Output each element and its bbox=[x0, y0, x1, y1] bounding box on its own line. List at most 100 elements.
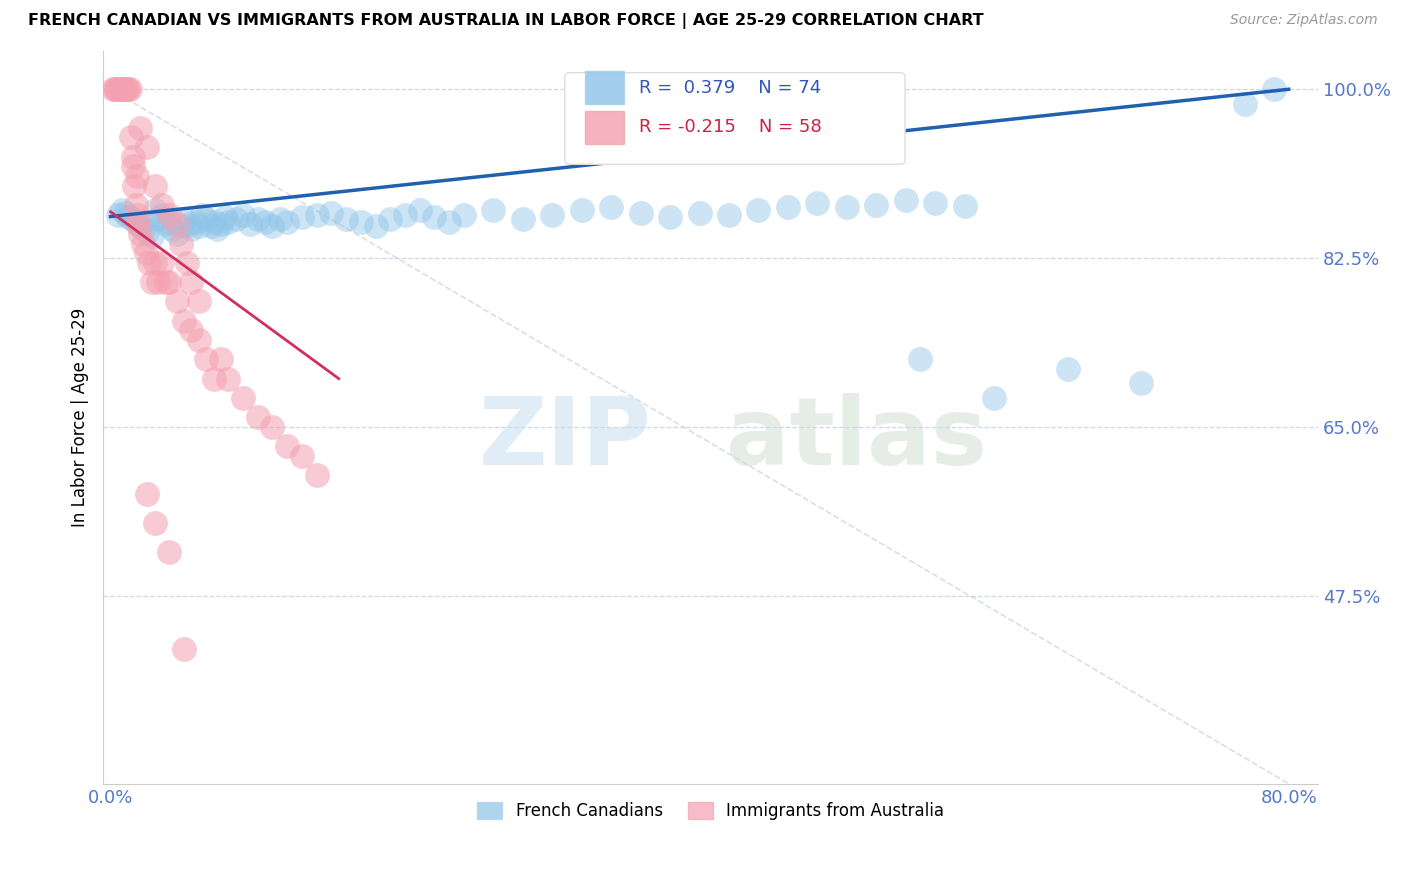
Point bbox=[217, 371, 239, 385]
Text: ZIP: ZIP bbox=[478, 393, 651, 485]
Point bbox=[202, 371, 225, 385]
Text: FRENCH CANADIAN VS IMMIGRANTS FROM AUSTRALIA IN LABOR FORCE | AGE 25-29 CORRELAT: FRENCH CANADIAN VS IMMIGRANTS FROM AUSTR… bbox=[28, 13, 984, 29]
Bar bbox=[585, 71, 624, 104]
Point bbox=[166, 227, 188, 241]
Point bbox=[689, 205, 711, 219]
Point bbox=[176, 256, 198, 270]
Point bbox=[894, 193, 917, 207]
Point bbox=[747, 202, 769, 217]
Point bbox=[600, 200, 623, 214]
Point bbox=[125, 208, 148, 222]
Point bbox=[202, 215, 225, 229]
Point bbox=[239, 217, 262, 231]
Point bbox=[105, 82, 128, 96]
Point bbox=[150, 198, 173, 212]
Text: R =  0.379    N = 74: R = 0.379 N = 74 bbox=[638, 78, 821, 96]
Point bbox=[180, 323, 202, 337]
Point bbox=[232, 391, 254, 405]
Point bbox=[246, 410, 269, 425]
Point bbox=[157, 545, 180, 559]
Text: R = -0.215    N = 58: R = -0.215 N = 58 bbox=[638, 119, 821, 136]
Point bbox=[118, 82, 141, 96]
Point bbox=[1056, 362, 1078, 376]
Point bbox=[659, 210, 682, 224]
Point bbox=[335, 212, 357, 227]
Point bbox=[111, 82, 134, 96]
Point bbox=[209, 217, 232, 231]
Point bbox=[718, 208, 741, 222]
Point bbox=[865, 198, 887, 212]
Point bbox=[423, 210, 446, 224]
Point bbox=[195, 212, 218, 227]
Point bbox=[141, 228, 163, 243]
Point bbox=[135, 246, 157, 260]
FancyBboxPatch shape bbox=[565, 72, 905, 164]
Point bbox=[162, 222, 184, 236]
Point bbox=[350, 215, 373, 229]
Point bbox=[1263, 82, 1285, 96]
Point bbox=[157, 208, 180, 222]
Legend: French Canadians, Immigrants from Australia: French Canadians, Immigrants from Austra… bbox=[471, 795, 950, 827]
Point bbox=[125, 217, 148, 231]
Point bbox=[232, 208, 254, 222]
Point bbox=[173, 641, 195, 656]
Point bbox=[150, 256, 173, 270]
Point bbox=[125, 169, 148, 183]
Point bbox=[409, 202, 432, 217]
Point bbox=[364, 219, 387, 234]
Point bbox=[124, 198, 146, 212]
Point bbox=[305, 208, 328, 222]
Point bbox=[138, 256, 160, 270]
Point bbox=[132, 222, 155, 236]
Point bbox=[107, 82, 129, 96]
Point bbox=[173, 314, 195, 328]
Point bbox=[121, 150, 143, 164]
Point bbox=[104, 82, 127, 96]
Point bbox=[187, 294, 209, 309]
Point bbox=[180, 222, 202, 236]
Text: Source: ZipAtlas.com: Source: ZipAtlas.com bbox=[1230, 13, 1378, 28]
Point bbox=[114, 205, 136, 219]
Point bbox=[380, 212, 402, 227]
Point bbox=[209, 352, 232, 367]
Point bbox=[129, 219, 152, 234]
Point bbox=[114, 82, 136, 96]
Point bbox=[150, 208, 173, 222]
Point bbox=[143, 202, 166, 217]
Point bbox=[146, 212, 169, 227]
Point bbox=[136, 487, 159, 501]
Point bbox=[571, 202, 593, 217]
Point bbox=[121, 160, 143, 174]
Point bbox=[195, 352, 218, 367]
Point bbox=[187, 219, 209, 234]
Point bbox=[246, 212, 269, 227]
Point bbox=[121, 212, 143, 227]
Point bbox=[835, 200, 858, 214]
Point bbox=[112, 82, 135, 96]
Y-axis label: In Labor Force | Age 25-29: In Labor Force | Age 25-29 bbox=[72, 308, 89, 527]
Point bbox=[291, 449, 314, 463]
Point bbox=[136, 140, 159, 154]
Point bbox=[177, 217, 200, 231]
Point bbox=[269, 212, 291, 227]
Point bbox=[1130, 376, 1153, 391]
Point bbox=[117, 210, 139, 224]
Point bbox=[276, 439, 298, 453]
Text: atlas: atlas bbox=[725, 393, 987, 485]
Point bbox=[103, 82, 125, 96]
Point bbox=[166, 217, 188, 231]
Point bbox=[143, 178, 166, 193]
Point bbox=[512, 212, 534, 227]
Point bbox=[262, 219, 284, 234]
Point bbox=[166, 294, 188, 309]
Point bbox=[776, 200, 799, 214]
Point bbox=[806, 196, 828, 211]
Point bbox=[146, 275, 169, 289]
Point bbox=[157, 215, 180, 229]
Point bbox=[291, 210, 314, 224]
Point bbox=[132, 236, 155, 251]
Point bbox=[122, 178, 145, 193]
Point bbox=[200, 219, 222, 234]
Point bbox=[191, 208, 214, 222]
Point bbox=[187, 333, 209, 347]
